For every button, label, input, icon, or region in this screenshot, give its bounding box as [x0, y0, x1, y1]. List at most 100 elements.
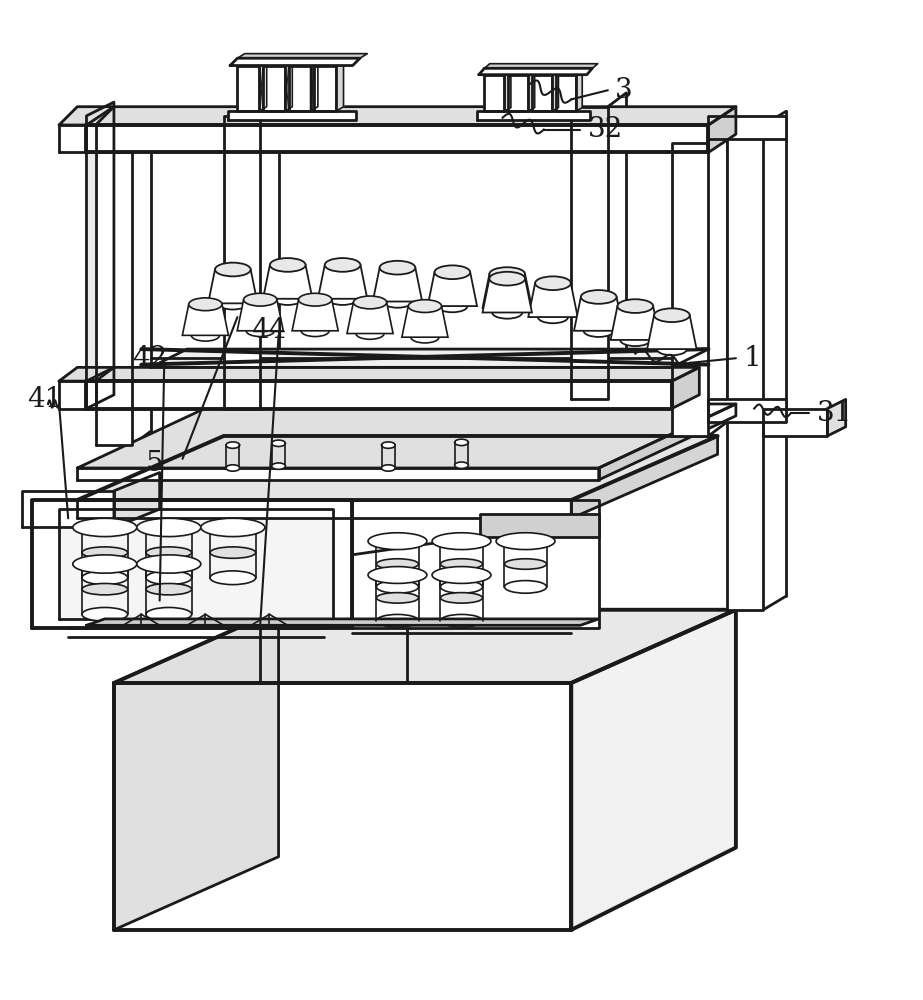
Ellipse shape	[368, 567, 427, 583]
Polygon shape	[78, 436, 717, 500]
Polygon shape	[709, 399, 786, 422]
Polygon shape	[427, 272, 477, 306]
Ellipse shape	[440, 559, 483, 569]
Ellipse shape	[201, 518, 265, 537]
Ellipse shape	[325, 258, 360, 272]
Polygon shape	[59, 381, 96, 409]
Polygon shape	[228, 111, 356, 120]
Polygon shape	[114, 610, 736, 683]
Ellipse shape	[535, 276, 570, 290]
Ellipse shape	[657, 343, 687, 355]
Ellipse shape	[538, 311, 568, 323]
Ellipse shape	[73, 555, 137, 573]
Polygon shape	[532, 75, 552, 111]
Ellipse shape	[82, 571, 127, 585]
Ellipse shape	[146, 583, 192, 595]
Polygon shape	[223, 116, 260, 409]
Polygon shape	[87, 367, 700, 381]
Ellipse shape	[432, 567, 491, 583]
Ellipse shape	[82, 557, 127, 571]
Polygon shape	[647, 315, 697, 349]
Ellipse shape	[455, 439, 468, 446]
Polygon shape	[505, 71, 511, 111]
Ellipse shape	[438, 300, 467, 312]
Polygon shape	[31, 500, 352, 628]
Ellipse shape	[440, 581, 483, 593]
Ellipse shape	[218, 297, 248, 310]
Ellipse shape	[226, 465, 240, 471]
Polygon shape	[611, 306, 660, 340]
Ellipse shape	[432, 533, 491, 550]
Ellipse shape	[210, 521, 256, 534]
Ellipse shape	[137, 555, 201, 573]
Polygon shape	[292, 300, 338, 331]
Ellipse shape	[381, 442, 395, 448]
Text: 32: 32	[588, 116, 623, 143]
Polygon shape	[827, 399, 845, 436]
Polygon shape	[289, 66, 310, 111]
Ellipse shape	[377, 581, 418, 593]
Polygon shape	[485, 75, 505, 111]
Text: 5: 5	[146, 450, 163, 477]
Ellipse shape	[440, 614, 483, 627]
Ellipse shape	[377, 569, 418, 581]
Ellipse shape	[82, 547, 127, 558]
Polygon shape	[237, 54, 367, 58]
Polygon shape	[373, 268, 422, 302]
Polygon shape	[576, 71, 582, 111]
Ellipse shape	[146, 557, 192, 571]
Polygon shape	[87, 125, 709, 152]
Ellipse shape	[435, 265, 470, 279]
Polygon shape	[150, 349, 709, 367]
Polygon shape	[78, 404, 736, 468]
Text: 1: 1	[743, 345, 761, 372]
Ellipse shape	[411, 331, 439, 343]
Polygon shape	[263, 66, 285, 111]
Ellipse shape	[270, 258, 306, 272]
Polygon shape	[402, 306, 448, 337]
Polygon shape	[477, 111, 591, 120]
Polygon shape	[571, 107, 608, 399]
Polygon shape	[263, 265, 312, 299]
Polygon shape	[237, 300, 283, 331]
Ellipse shape	[271, 463, 285, 469]
Ellipse shape	[301, 325, 330, 337]
Ellipse shape	[492, 306, 522, 319]
Ellipse shape	[489, 267, 525, 281]
Ellipse shape	[354, 296, 387, 309]
Polygon shape	[485, 64, 598, 68]
Polygon shape	[87, 381, 672, 409]
Ellipse shape	[210, 547, 256, 558]
Polygon shape	[347, 302, 393, 334]
Polygon shape	[672, 143, 709, 436]
Ellipse shape	[244, 293, 277, 306]
Ellipse shape	[82, 607, 127, 621]
Polygon shape	[352, 500, 599, 628]
Ellipse shape	[620, 334, 651, 346]
Ellipse shape	[328, 293, 358, 305]
Text: 42: 42	[132, 345, 167, 372]
Ellipse shape	[382, 295, 413, 308]
Polygon shape	[87, 102, 114, 409]
Ellipse shape	[146, 521, 192, 534]
Polygon shape	[209, 270, 258, 303]
Ellipse shape	[440, 593, 483, 603]
Polygon shape	[480, 514, 599, 537]
Ellipse shape	[246, 325, 274, 337]
Polygon shape	[59, 367, 114, 381]
Ellipse shape	[505, 559, 546, 569]
Ellipse shape	[226, 442, 240, 448]
Ellipse shape	[215, 263, 251, 276]
Polygon shape	[96, 152, 132, 445]
Polygon shape	[183, 304, 229, 335]
Polygon shape	[59, 125, 96, 152]
Ellipse shape	[379, 261, 415, 275]
Polygon shape	[483, 279, 532, 312]
Polygon shape	[230, 58, 360, 66]
Ellipse shape	[82, 521, 127, 534]
Ellipse shape	[377, 559, 418, 569]
Polygon shape	[336, 61, 343, 111]
Polygon shape	[285, 61, 293, 111]
Polygon shape	[259, 61, 267, 111]
Polygon shape	[237, 66, 259, 111]
